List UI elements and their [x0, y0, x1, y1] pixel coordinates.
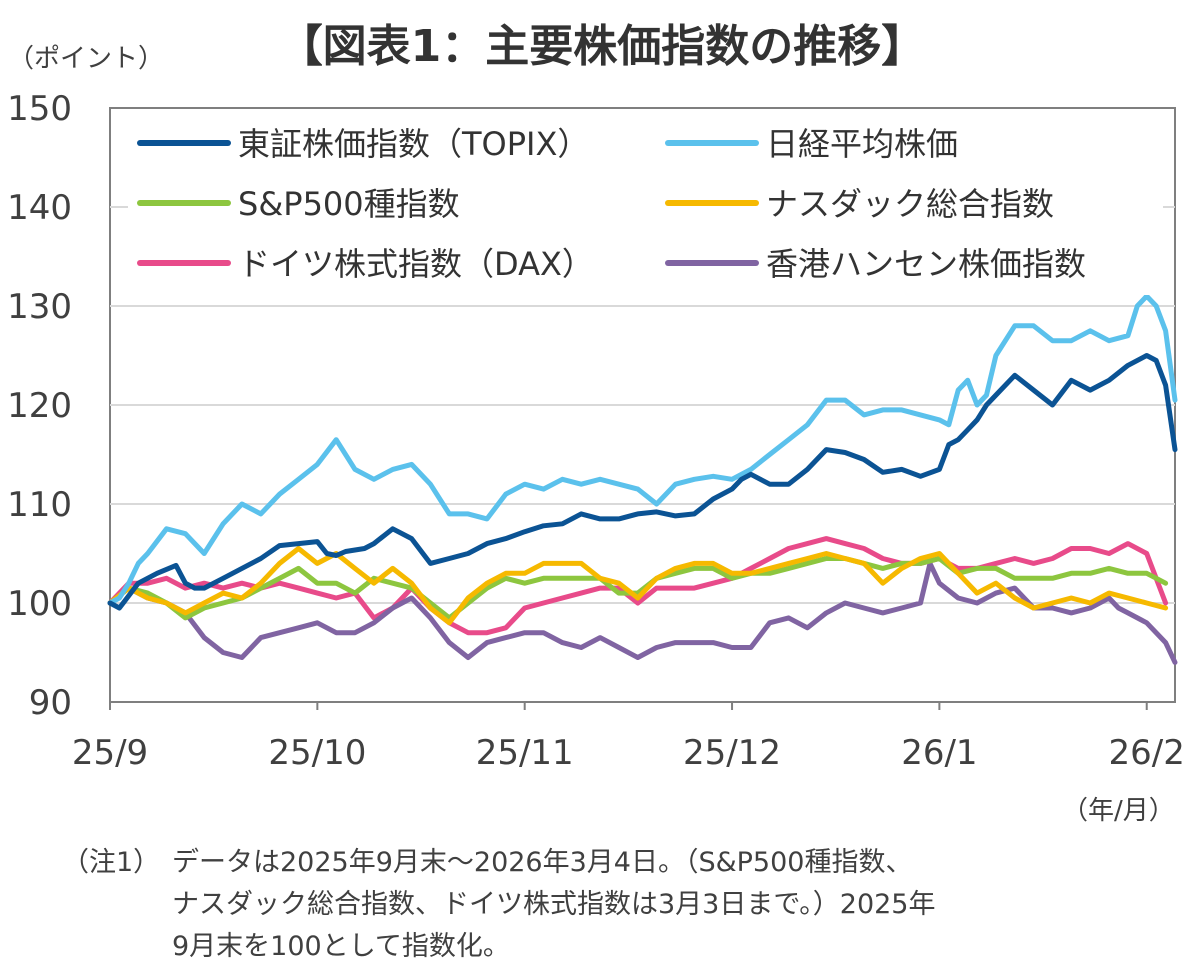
y-axis-ticks: 90 100 110 120 130 140 150 [7, 89, 72, 723]
y-tick-label: 110 [7, 485, 72, 525]
y-tick-label: 150 [7, 89, 72, 129]
legend-label: ドイツ株式指数（DAX） [238, 245, 594, 283]
y-tick-label: 100 [7, 584, 72, 624]
x-tick-label: 26/1 [901, 733, 977, 773]
footnote-label: （注1） [62, 842, 180, 884]
x-tick-label: 25/12 [683, 733, 781, 773]
legend-label: ナスダック総合指数 [766, 185, 1054, 223]
y-tick-label: 90 [29, 683, 72, 723]
line-chart: 90 100 110 120 130 140 150 25/9 25/10 25/11 25/12… [0, 0, 1204, 975]
y-tick-label: 120 [7, 386, 72, 426]
legend-label: 東証株価指数（TOPIX） [238, 125, 589, 163]
legend-label: 香港ハンセン株価指数 [766, 245, 1086, 283]
footnote-text: データは2025年9月末～2026年3月4日。（S&P500種指数、 ナスダック… [172, 842, 1172, 968]
x-tick-label: 25/11 [476, 733, 574, 773]
y-tick-label: 130 [7, 287, 72, 327]
x-tick-label: 26/2 [1109, 733, 1185, 773]
y-tick-label: 140 [7, 188, 72, 228]
legend-label: 日経平均株価 [766, 125, 958, 163]
x-axis-ticks: 25/9 25/10 25/11 25/12 26/1 26/2 [72, 702, 1185, 773]
legend: 東証株価指数（TOPIX） 日経平均株価 S&P500種指数 ナスダック総合指数ドイツ… [128, 115, 1163, 295]
x-tick-label: 25/10 [268, 733, 366, 773]
x-tick-label: 25/9 [72, 733, 148, 773]
legend-label: S&P500種指数 [238, 185, 460, 223]
